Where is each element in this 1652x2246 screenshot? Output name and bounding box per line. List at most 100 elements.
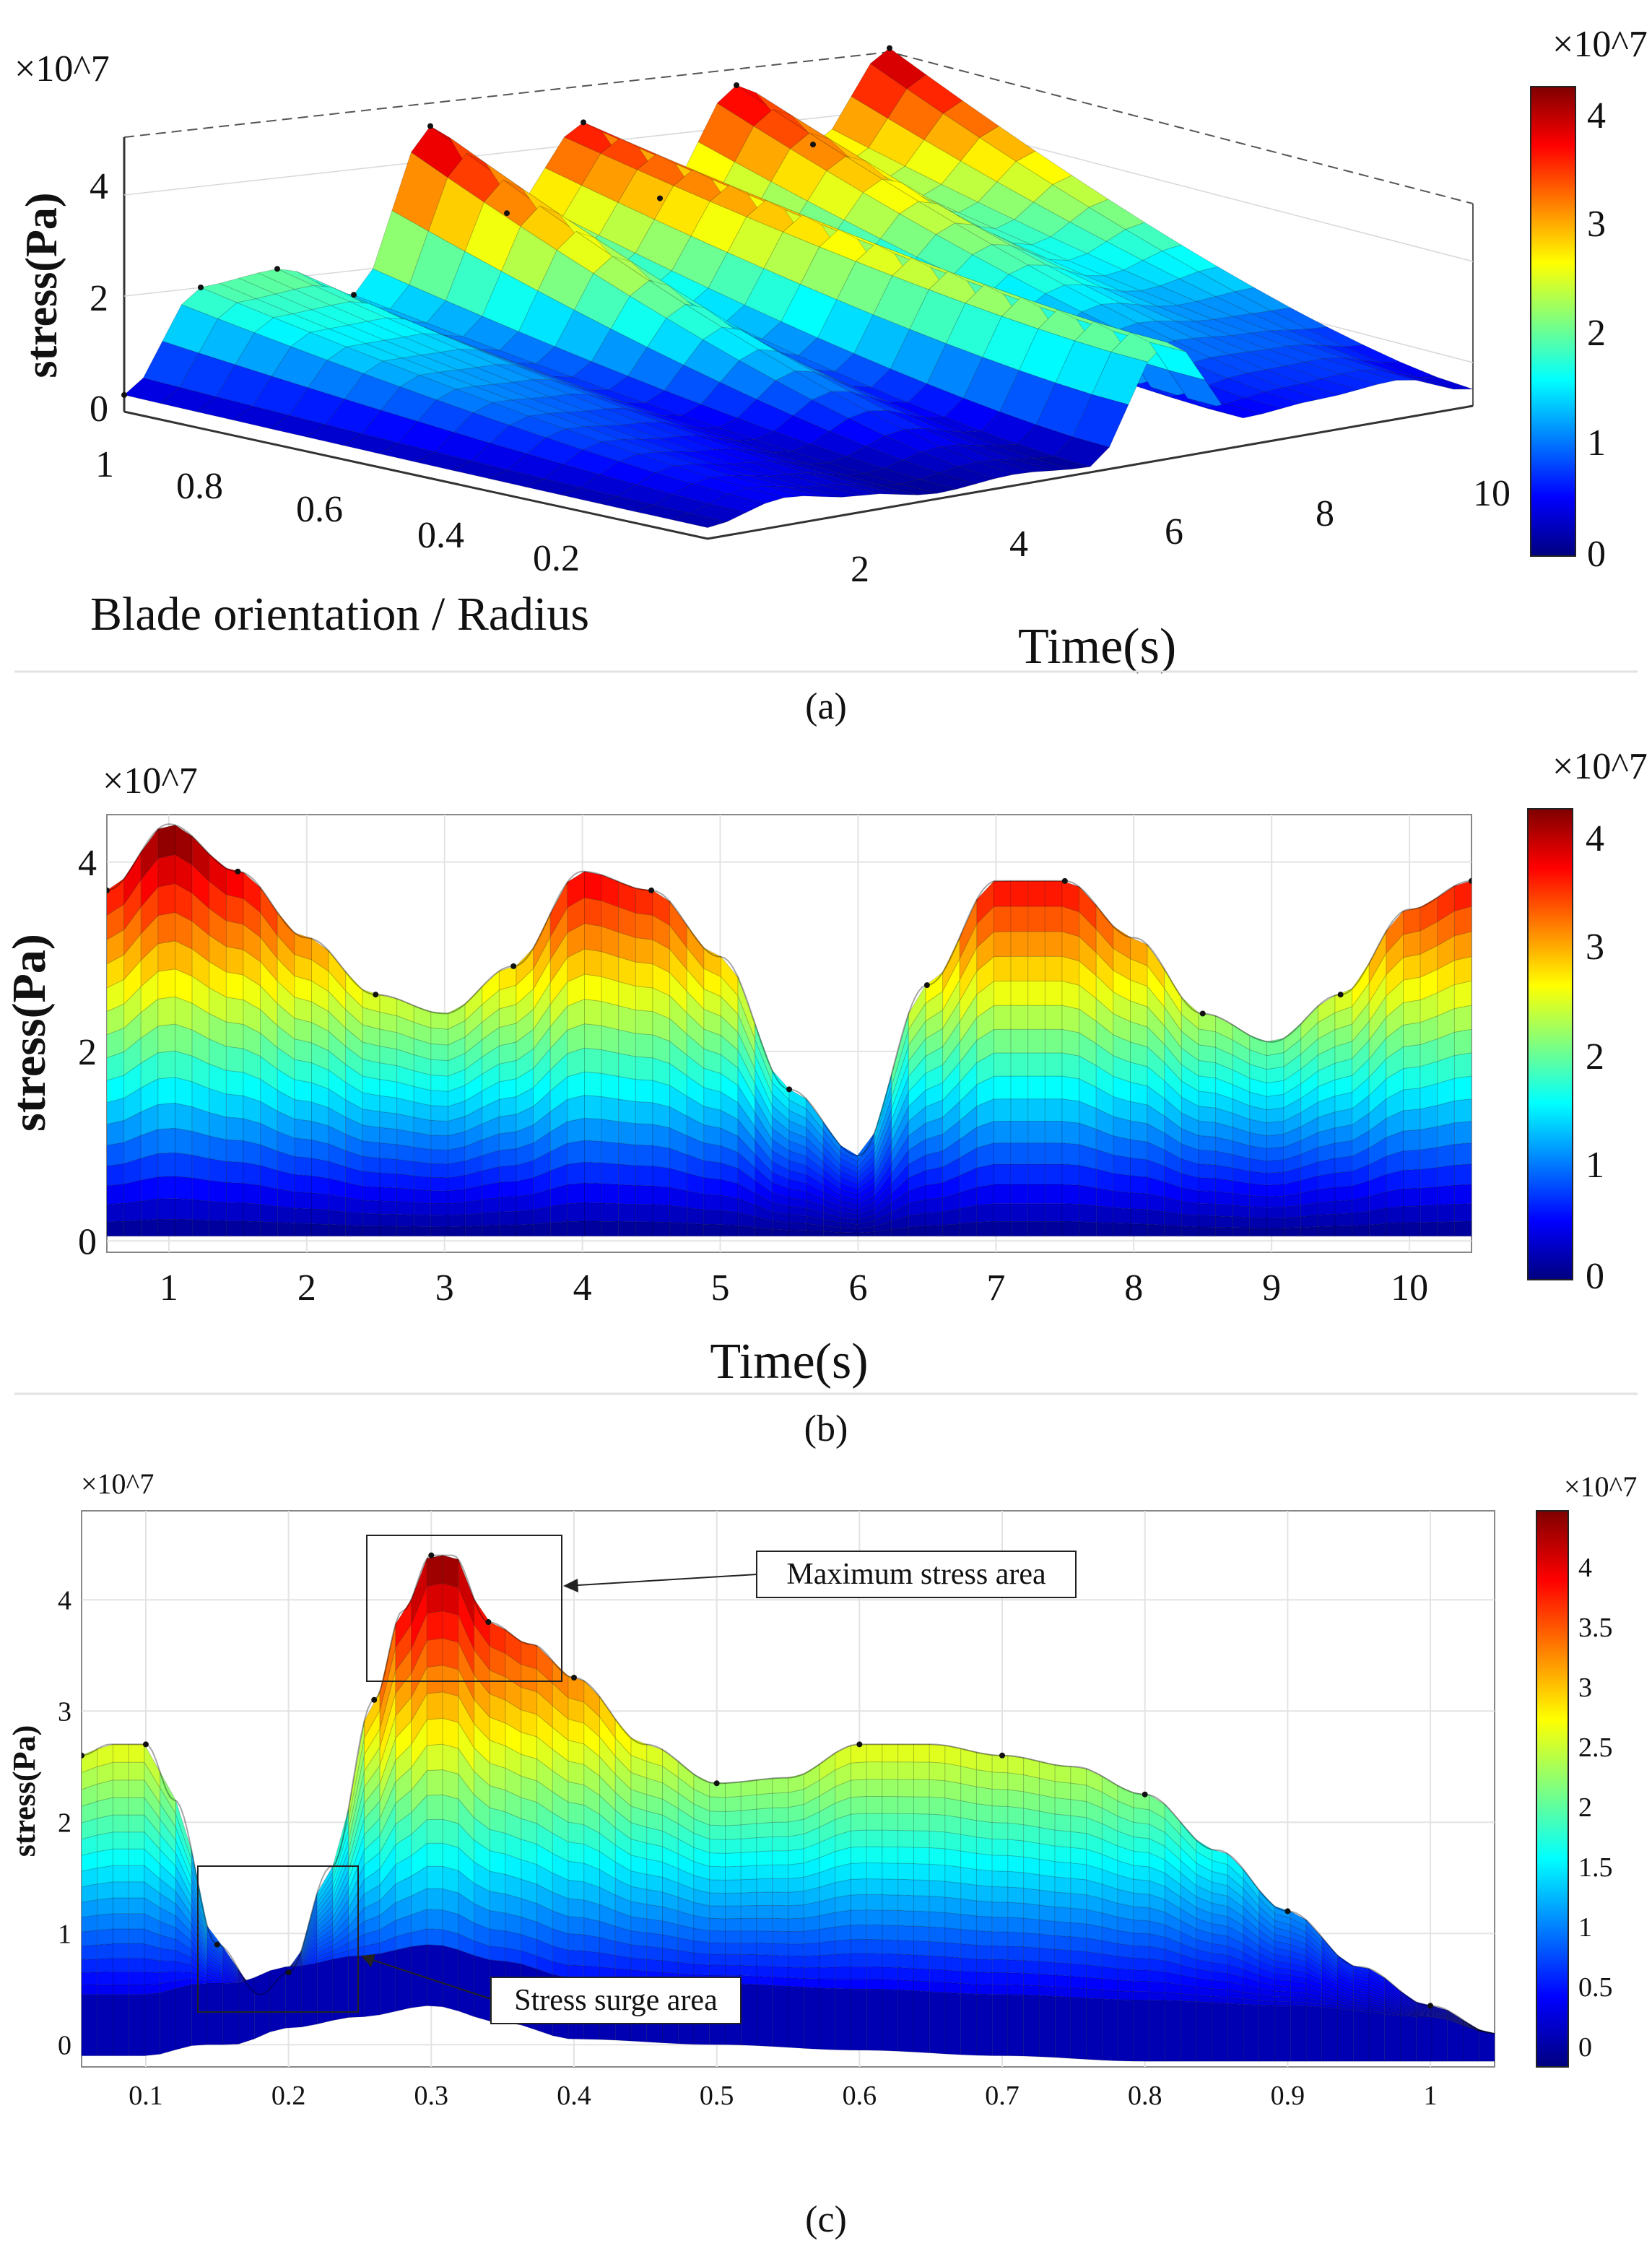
b-surface-cell [1266,1195,1284,1208]
c-surface-cell [677,1961,695,1975]
c-surface-cell [756,1836,773,1852]
c-surface-cell [991,1788,1009,1807]
c-surface-cell [835,1909,851,1928]
c-surface-cell [772,1891,788,1907]
c-surface-cell [897,1796,914,1815]
b-surface-cell [379,1142,398,1160]
c-surface-cell [944,1780,962,1801]
c-surface-cell [112,1865,129,1883]
c-floor-cell [97,1994,113,2057]
b-surface-cell [1044,955,1063,981]
c-surface-cell [1054,1920,1071,1938]
c-surface-cell [426,1865,443,1889]
c-surface-cell [740,1794,757,1811]
c-surface-cell [583,1965,601,1979]
c-surface-cell [709,1905,726,1920]
c-surface-cell [944,1881,962,1899]
c-surface-cell [1007,1886,1025,1904]
b-surface-cell [362,1200,381,1215]
c-surface-cell [97,1943,113,1959]
c-surface-cell [97,1865,113,1885]
c-surface-cell [1149,1981,1165,1993]
a-data-point [887,45,892,51]
c-surface-cell [756,1904,773,1919]
c-floor-cell [1463,2024,1479,2062]
c-surface-cell [1478,2029,1495,2034]
cbar-a-tick-3: 3 [1587,204,1606,245]
c-surface-cell [1070,1782,1087,1802]
c-surface-cell [850,1829,867,1848]
c-surface-cell [897,1954,914,1969]
cbar-b-tick-0: 0 [1586,1256,1604,1297]
b-surface-cell [618,1098,636,1124]
b-surface-cell [1044,880,1063,907]
cbar-a-tick-1: 1 [1587,422,1606,464]
c-floor-cell [332,1956,349,2021]
cbar-b-tick-3: 3 [1586,927,1604,968]
c-surface-cell [128,1779,145,1798]
c-surface-cell [82,1915,98,1933]
c-surface-cell [709,1964,726,1976]
c-surface-cell [175,1971,192,1982]
b-surface-cell [362,1155,381,1174]
b-surface-cell [1420,1221,1438,1237]
cbar-c-tick-2: 2 [1578,1792,1592,1823]
b-surface-cell [618,1005,636,1034]
c-data-point [1284,1908,1291,1915]
b-surface-cell [396,1201,414,1216]
panel-b-surface [107,823,1471,1237]
b-surface-cell [498,1114,517,1135]
c-surface-cell [756,1850,773,1866]
b-surface-cell [1420,1104,1438,1130]
b-surface-cell [994,1052,1012,1077]
c-surface-cell [426,1769,443,1796]
c-surface-cell [772,1930,788,1945]
b-surface-cell [1317,1213,1336,1228]
b-surface-cell [1027,931,1045,957]
c-surface-cell [112,1848,129,1866]
c-surface-cell [1054,1935,1071,1951]
b-surface-cell [567,1094,585,1122]
c-floor-cell [756,1984,773,2047]
c-surface-cell [426,1842,443,1867]
c-surface-cell [991,1855,1009,1872]
c-surface-cell [709,1811,726,1826]
b-surface-cell [430,1149,448,1165]
c-floor-cell [882,1989,899,2052]
c-surface-cell [128,1743,145,1763]
b-surface-cell [1300,1214,1318,1228]
c-surface-cell [913,1980,930,1993]
c-data-point [82,1752,84,1759]
b-surface-cell [1061,1028,1080,1057]
b-surface-cell [1198,1091,1217,1109]
c-surface-cell [1023,1872,1040,1891]
b-surface-cell [294,1207,312,1225]
c-surface-cell [1007,1931,1025,1948]
c-surface-cell [882,1967,899,1980]
b-surface-cell [584,1047,602,1074]
c-surface-cell [913,1940,930,1956]
c-surface-cell [1007,1902,1025,1919]
c-surface-cell [725,1810,742,1826]
c-surface-cell [929,1926,946,1943]
c-surface-cell [850,1779,867,1798]
c-surface-cell [1023,1902,1040,1920]
b-surface-cell [618,1220,636,1237]
b-surface-cell [567,1202,585,1222]
b-surface-cell [294,1039,312,1064]
c-surface-cell [1007,1984,1025,1995]
b-surface-cell [516,1193,534,1212]
b-surface-cell [925,1197,944,1214]
b-surface-cell [584,871,602,901]
c-surface-cell [442,1610,459,1643]
c-surface-cell [646,1889,664,1907]
c-surface-cell [1054,1845,1071,1864]
stress-surge-highlight-box [197,1865,359,2013]
c-surface-cell [929,1779,946,1799]
b-surface-cell [994,1098,1012,1122]
c-surface-cell [850,1909,867,1926]
c-surface-cell [568,1781,585,1805]
b-surface-cell [413,1202,432,1216]
b-surface-cell [994,1184,1012,1205]
b-surface-cell [430,1135,448,1150]
